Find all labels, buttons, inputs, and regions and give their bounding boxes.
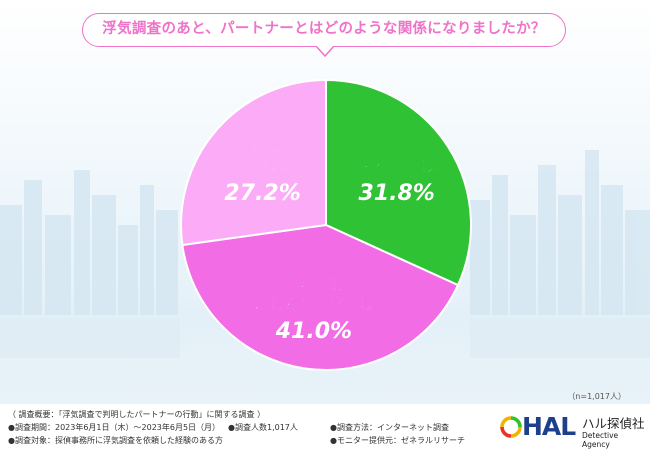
pie-slice [325, 78, 472, 287]
slice-value-label: 27.2% [224, 181, 300, 206]
sample-size-note: （n=1,017人） [567, 392, 626, 401]
pie-slice [180, 78, 327, 247]
speech-bubble-tail [316, 46, 334, 58]
pie-slice [181, 223, 460, 371]
slice-category-label: 別れた [239, 138, 285, 156]
survey-target: ●調査対象：探偵事務所に浮気調査を依頼した経験のある方 [8, 436, 223, 445]
slice-category-label: （離婚した） [218, 157, 308, 175]
survey-method: ●調査方法：インターネット調査 [330, 423, 449, 432]
city-skyline-background [0, 150, 650, 358]
slice-label-group: 別れた（離婚した） 27.2% [217, 138, 308, 206]
survey-provider: ●モニター提供元：ゼネラルリサーチ [330, 436, 465, 445]
survey-period: ●調査期間：2023年6月1日（木）～2023年6月5日（月） [8, 423, 221, 432]
slice-category-label: 依頼前と [284, 276, 344, 294]
slice-category-label: 関係を修復した [344, 157, 449, 175]
hal-logo-name: ハル探偵社 [582, 416, 645, 431]
slice-category-label: ほとんど変化なし [254, 295, 374, 313]
hal-logo-mark-icon [500, 416, 522, 438]
slice-label-group: 関係を修復した 31.8% [344, 157, 450, 206]
question-title: 浮気調査のあと、パートナーとはどのような関係になりましたか？ [82, 13, 566, 47]
survey-count: ●調査人数1,017人 [228, 423, 298, 432]
hal-logo-text: HAL [522, 412, 576, 441]
hal-logo: HAL ハル探偵社 Detective Agency [500, 412, 645, 449]
hal-logo-subtitle: Detective Agency [582, 431, 619, 449]
survey-footer: （ 調査概要：「浮気調査で判明したパートナーの行動」に関する調査 ） ●調査期間… [0, 404, 650, 450]
slice-value-label: 31.8% [359, 181, 435, 206]
survey-overview: （ 調査概要：「浮気調査で判明したパートナーの行動」に関する調査 ） [8, 410, 266, 419]
slice-value-label: 41.0% [275, 319, 352, 344]
